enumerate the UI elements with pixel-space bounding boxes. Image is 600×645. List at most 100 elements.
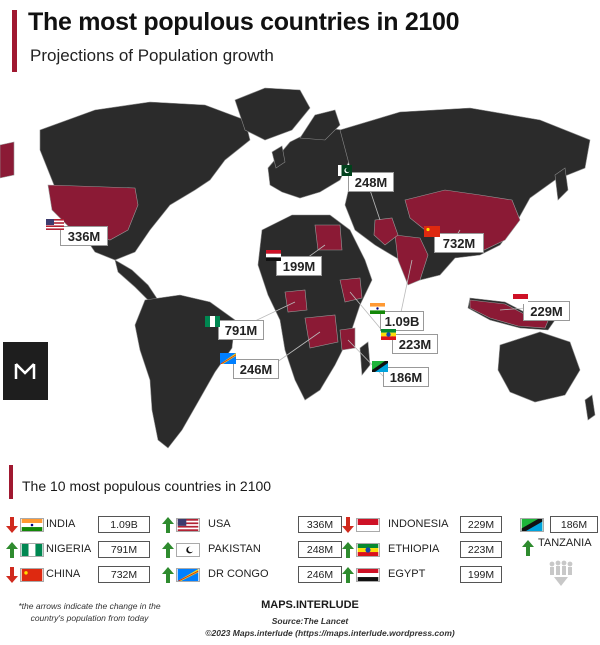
legend-row-india: INDIA 1.09B <box>6 515 186 535</box>
pakistan-highlight <box>373 217 399 246</box>
country-name: INDONESIA <box>388 518 449 530</box>
arrow-up-icon <box>162 542 174 558</box>
ethiopia-flag-icon <box>381 329 396 340</box>
callout-egypt: 199M <box>276 256 322 276</box>
legend-row-indonesia: INDONESIA 229M <box>342 515 522 535</box>
callout-value: 199M <box>282 258 316 274</box>
page-title: The most populous countries in 2100 <box>28 8 460 36</box>
m-logo-icon <box>14 363 36 379</box>
callout-china: 732M <box>434 233 484 253</box>
arrow-up-icon <box>342 542 354 558</box>
greenland-landmass <box>234 87 311 141</box>
population-value: 248M <box>298 541 342 558</box>
tanzania-flag-icon <box>520 518 544 532</box>
population-value: 1.09B <box>98 516 150 533</box>
population-value: 791M <box>98 541 150 558</box>
china-highlight <box>404 189 521 253</box>
country-name: TANZANIA <box>538 537 592 549</box>
country-name: EGYPT <box>388 568 426 580</box>
copyright: ©2023 Maps.interlude (https://maps.inter… <box>205 628 455 638</box>
legend-row-pakistan: PAKISTAN 248M <box>162 540 342 560</box>
callout-value: 1.09B <box>384 313 420 329</box>
nigeria-flag-icon <box>205 316 220 327</box>
india-flag-icon <box>370 303 385 314</box>
nigeria-highlight <box>284 289 308 313</box>
population-value: 229M <box>460 516 502 533</box>
country-name: USA <box>208 518 231 530</box>
ethiopia-highlight <box>339 277 363 303</box>
country-name: NIGERIA <box>46 543 92 555</box>
population-value: 336M <box>298 516 342 533</box>
callout-value: 732M <box>442 235 476 251</box>
china-flag-icon <box>424 226 440 237</box>
arrow-down-icon <box>342 517 354 533</box>
legend-row-china: CHINA 732M <box>6 565 186 585</box>
callout-value: 791M <box>224 322 258 338</box>
population-value: 732M <box>98 566 150 583</box>
india-highlight <box>394 234 429 286</box>
madagascar-landmass <box>359 341 371 376</box>
legend-row-usa: USA 336M <box>162 515 342 535</box>
legend-row-egypt: EGYPT 199M <box>342 565 522 585</box>
japan-landmass <box>554 167 569 201</box>
arrows-note: *the arrows indicate the change in the c… <box>18 601 161 623</box>
indonesia-flag-icon <box>513 294 528 304</box>
callout-pakistan: 248M <box>348 172 394 192</box>
arrow-up-icon <box>6 542 18 558</box>
header: The most populous countries in 2100 Proj… <box>12 8 588 72</box>
source-credit: Source:The Lancet <box>271 616 349 626</box>
country-name: PAKISTAN <box>208 543 261 555</box>
callout-nigeria: 791M <box>218 320 264 340</box>
callout-ethiopia: 223M <box>392 334 438 354</box>
legend-row-ethiopia: ETHIOPIA 223M <box>342 540 522 560</box>
arrow-down-icon <box>6 567 18 583</box>
south-america-landmass <box>134 294 236 449</box>
ethiopia-flag-icon <box>356 543 380 557</box>
egypt-flag-icon <box>356 568 380 582</box>
egypt-flag-icon <box>266 250 281 261</box>
logo-badge <box>3 342 48 400</box>
legend-row-tanzania: 186M TANZANIA <box>520 515 600 556</box>
crowd-icon <box>549 560 573 586</box>
legend-row-nigeria: NIGERIA 791M <box>6 540 186 560</box>
arrow-up-icon <box>522 540 534 556</box>
legend-title: The 10 most populous countries in 2100 <box>22 478 272 494</box>
callout-tanzania: 186M <box>383 367 429 387</box>
brand-name: MAPS.INTERLUDE <box>261 599 359 611</box>
callout-indonesia: 229M <box>523 301 570 321</box>
arrow-up-icon <box>342 567 354 583</box>
page-subtitle: Projections of Population growth <box>30 46 274 65</box>
tanzania-highlight <box>339 327 356 351</box>
egypt-highlight <box>314 224 343 251</box>
callout-drc: 246M <box>233 359 279 379</box>
country-name: INDIA <box>46 518 76 530</box>
population-value: 223M <box>460 541 502 558</box>
central-america-landmass <box>114 259 159 303</box>
callout-value: 186M <box>389 369 423 385</box>
uk-landmass <box>271 145 286 169</box>
australia-landmass <box>497 331 581 403</box>
callout-value: 336M <box>67 228 101 244</box>
pakistan-flag-icon <box>176 543 200 557</box>
callout-usa: 336M <box>60 226 108 246</box>
usa-flag-icon <box>46 219 64 230</box>
population-value: 199M <box>460 566 502 583</box>
callout-value: 229M <box>530 303 563 319</box>
china-flag-icon <box>20 568 44 582</box>
arrow-up-icon <box>162 517 174 533</box>
drc-highlight <box>304 314 339 349</box>
country-name: ETHIOPIA <box>388 543 440 555</box>
arrow-up-icon <box>162 567 174 583</box>
pakistan-flag-icon <box>338 165 352 176</box>
title-accent-bar <box>12 10 17 72</box>
population-value: 246M <box>298 566 342 583</box>
nigeria-flag-icon <box>20 543 44 557</box>
indonesia-highlight <box>469 299 549 329</box>
callout-value: 223M <box>398 336 432 352</box>
new-zealand-landmass <box>584 394 596 421</box>
arrow-down-icon <box>6 517 18 533</box>
callout-value: 248M <box>354 174 388 190</box>
legend-row-dr-congo: DR CONGO 246M <box>162 565 342 585</box>
drc-flag-icon <box>220 353 236 364</box>
drc-flag-icon <box>176 568 200 582</box>
